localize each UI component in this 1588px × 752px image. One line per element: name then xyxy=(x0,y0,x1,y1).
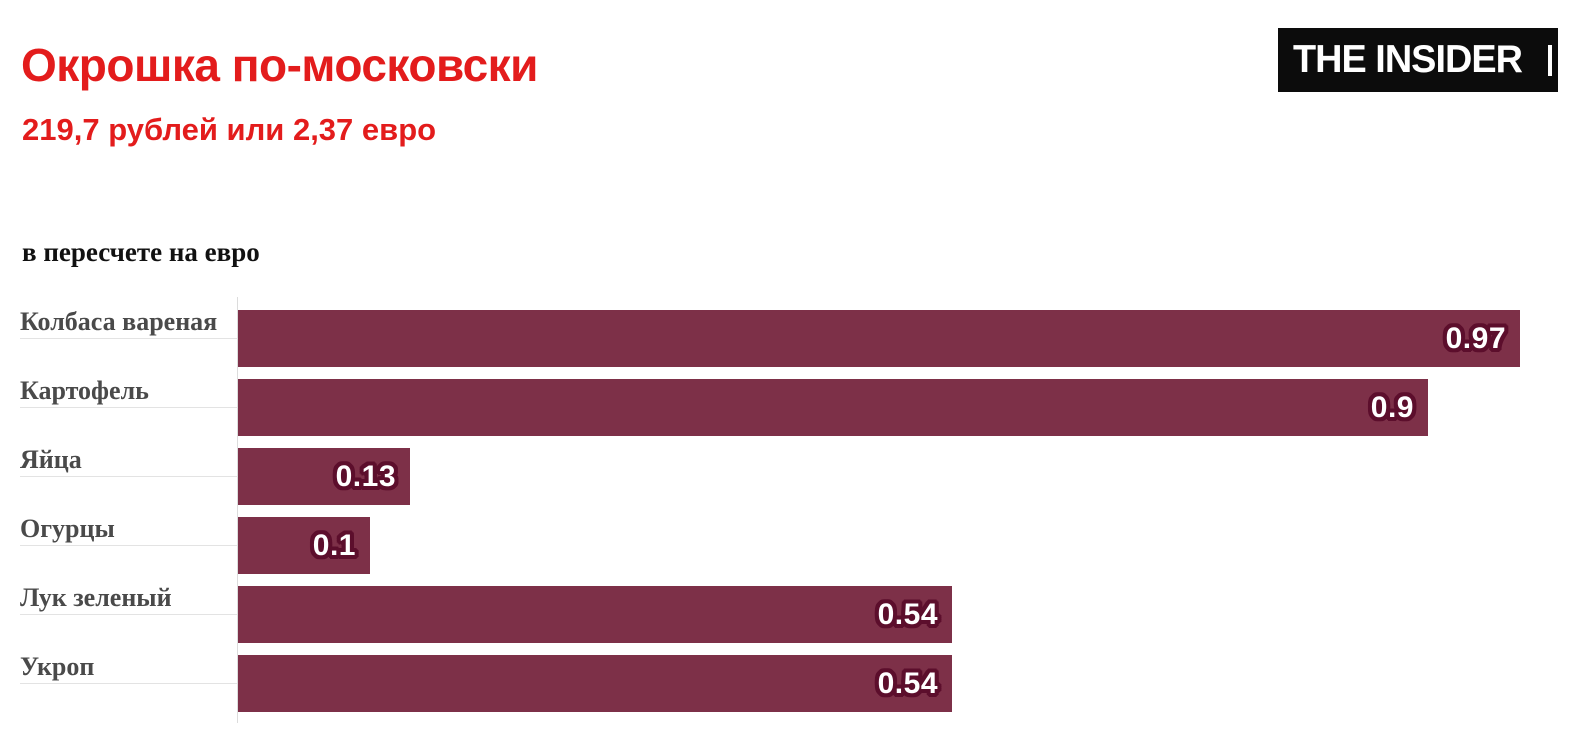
logo-cursor-bar xyxy=(1548,44,1552,76)
chart-row: Огурцы 0.1 xyxy=(0,514,1588,574)
axis-line xyxy=(237,297,238,723)
bar: 0.1 xyxy=(238,517,370,574)
bar-value-label: 0.13 xyxy=(335,459,396,493)
bar: 0.97 xyxy=(238,310,1520,367)
category-label: Огурцы xyxy=(20,511,237,546)
page-title: Окрошка по-московски xyxy=(21,39,538,91)
bar: 0.9 xyxy=(238,379,1428,436)
logo-text: THE INSIDER xyxy=(1293,38,1523,81)
bar-rows: Колбаса вареная 0.97 Картофель 0.9 Яйца 0.13 О… xyxy=(0,307,1588,712)
bar-value-label: 0.9 xyxy=(1370,390,1414,424)
bar-chart: Колбаса вареная 0.97 Картофель 0.9 Яйца 0.13 О… xyxy=(0,297,1588,724)
page-subtitle: 219,7 рублей или 2,37 евро xyxy=(22,112,437,147)
bar-value-label: 0.54 xyxy=(877,597,938,631)
bar-value-label: 0.97 xyxy=(1445,321,1506,355)
the-insider-logo: THE INSIDER xyxy=(1278,28,1558,92)
category-label: Лук зеленый xyxy=(20,580,237,615)
bar: 0.54 xyxy=(238,655,952,712)
category-label: Картофель xyxy=(20,373,237,408)
chart-row: Яйца 0.13 xyxy=(0,445,1588,505)
chart-row: Картофель 0.9 xyxy=(0,376,1588,436)
chart-axis-label: в пересчете на евро xyxy=(22,237,260,267)
category-label: Яйца xyxy=(20,442,237,477)
chart-row: Колбаса вареная 0.97 xyxy=(0,307,1588,367)
bar: 0.54 xyxy=(238,586,952,643)
bar-value-label: 0.54 xyxy=(877,666,938,700)
category-label: Колбаса вареная xyxy=(20,304,237,339)
chart-row: Укроп 0.54 xyxy=(0,652,1588,712)
bar-value-label: 0.1 xyxy=(312,528,356,562)
bar: 0.13 xyxy=(238,448,410,505)
chart-row: Лук зеленый 0.54 xyxy=(0,583,1588,643)
category-label: Укроп xyxy=(20,649,237,684)
